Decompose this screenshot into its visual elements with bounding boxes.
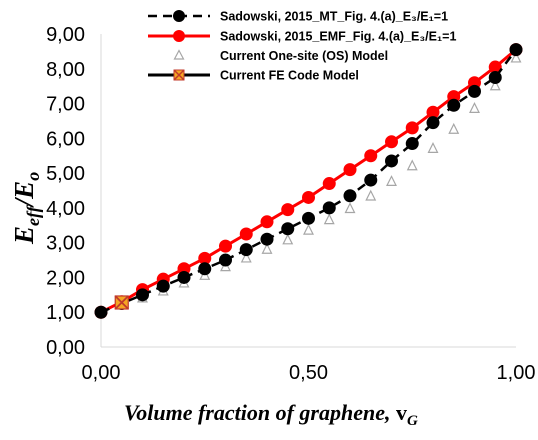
data-point xyxy=(281,222,295,236)
data-point xyxy=(406,159,418,171)
y-tick-labels: 0,00 1,00 2,00 3,00 4,00 5,00 6,00 7,00 8,00 9,00 xyxy=(46,24,85,359)
x-axis-title-symbol: v xyxy=(396,400,407,425)
data-point xyxy=(282,233,294,245)
legend-label-mt: Sadowski, 2015_MT_Fig. 4.(a)_E₃/E₁=1 xyxy=(220,10,448,24)
y-tick-label: 5,00 xyxy=(46,163,85,185)
data-point xyxy=(136,288,149,302)
data-point xyxy=(426,116,440,130)
legend-marker-emf xyxy=(173,30,185,42)
data-point xyxy=(509,43,523,57)
data-point xyxy=(447,98,461,112)
data-point xyxy=(323,213,335,225)
data-point xyxy=(156,279,170,293)
x-axis-title-main: Volume fraction of graphene, xyxy=(124,400,396,425)
data-point xyxy=(260,232,274,246)
data-point xyxy=(448,122,460,134)
y-tick-label: 6,00 xyxy=(46,128,85,150)
data-point xyxy=(322,201,336,215)
x-axis-title: Volume fraction of graphene, vG xyxy=(124,400,418,429)
data-point xyxy=(219,239,232,253)
data-point xyxy=(469,102,480,113)
legend-marker-mt xyxy=(173,10,185,22)
legend-entry-fe: Current FE Code Model xyxy=(148,69,359,83)
data-point xyxy=(468,84,481,98)
legend-marker-fe-x xyxy=(173,69,185,81)
legend-marker-os xyxy=(173,49,185,60)
y-tick-label: 7,00 xyxy=(46,94,85,116)
y-tick-label: 3,00 xyxy=(46,233,85,255)
y-tick-label: 4,00 xyxy=(46,198,85,220)
series-1 xyxy=(94,43,523,319)
legend-label-fe: Current FE Code Model xyxy=(220,69,359,83)
data-point xyxy=(344,202,356,214)
data-point xyxy=(426,105,440,119)
y-axis-title-symbol2: E xyxy=(9,181,39,200)
legend: Sadowski, 2015_MT_Fig. 4.(a)_E₃/E₁=1 Sad… xyxy=(148,10,456,83)
data-point xyxy=(405,121,419,135)
data-point xyxy=(427,142,439,153)
x-tick-label: 0,00 xyxy=(82,362,121,384)
data-point xyxy=(281,203,295,217)
x-tick-label: 0,50 xyxy=(289,362,328,384)
y-axis-title-slash: / xyxy=(9,196,39,208)
y-tick-label: 1,00 xyxy=(46,302,85,324)
data-point xyxy=(302,211,315,225)
y-tick-label: 8,00 xyxy=(46,59,85,81)
legend-entry-os: Current One-site (OS) Model xyxy=(173,49,388,63)
data-point xyxy=(386,175,397,187)
data-point xyxy=(239,243,253,257)
data-point xyxy=(489,79,501,91)
data-point xyxy=(177,270,191,284)
data-point xyxy=(94,305,108,319)
y-axis-title-symbol: E xyxy=(9,226,39,245)
data-point xyxy=(365,189,377,201)
data-point xyxy=(261,242,273,254)
x-axis-title-sub: G xyxy=(407,413,418,429)
data-point xyxy=(198,251,212,265)
data-point xyxy=(488,70,502,84)
series xyxy=(94,43,523,319)
data-point xyxy=(385,135,398,149)
data-point-cross xyxy=(114,295,129,310)
legend-entry-mt: Sadowski, 2015_MT_Fig. 4.(a)_E₃/E₁=1 xyxy=(148,10,448,24)
series-0 xyxy=(94,43,523,319)
y-tick-label: 9,00 xyxy=(46,24,85,46)
y-tick-label: 2,00 xyxy=(46,267,85,289)
legend-entry-emf: Sadowski, 2015_EMF_Fig. 4.(a)_E₃/E₁=1 xyxy=(148,30,456,44)
data-point xyxy=(322,177,336,191)
data-point xyxy=(219,253,232,267)
y-axis-title-sub2: o xyxy=(23,172,43,181)
y-tick-label: 0,00 xyxy=(46,337,85,359)
y-axis-title: Eeff/Eo xyxy=(9,172,43,245)
data-point xyxy=(239,227,253,241)
data-point xyxy=(343,189,357,203)
x-tick-label: 1,00 xyxy=(497,362,536,384)
y-axis-title-sub: eff xyxy=(23,204,43,226)
data-point xyxy=(240,251,252,263)
data-point xyxy=(198,262,212,276)
series-3 xyxy=(114,295,129,310)
data-point xyxy=(303,223,314,235)
data-point xyxy=(385,154,398,168)
data-point xyxy=(488,60,502,74)
legend-label-os: Current One-site (OS) Model xyxy=(220,49,388,63)
x-tick-labels: 0,00 0,50 1,00 xyxy=(82,362,536,384)
data-point xyxy=(302,190,315,204)
data-point xyxy=(260,215,274,229)
legend-label-emf: Sadowski, 2015_EMF_Fig. 4.(a)_E₃/E₁=1 xyxy=(220,30,456,44)
axes xyxy=(100,34,516,348)
data-point xyxy=(364,173,378,187)
data-point xyxy=(364,149,378,163)
data-point xyxy=(405,137,419,151)
data-point xyxy=(510,51,522,63)
data-point xyxy=(343,163,357,177)
